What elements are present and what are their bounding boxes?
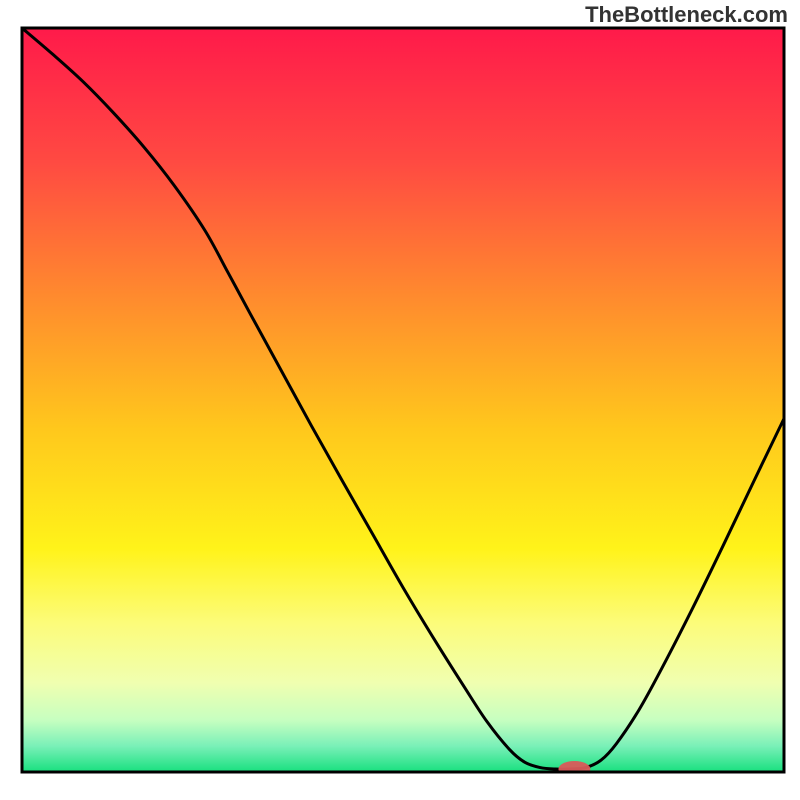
- bottleneck-heatmap-chart: [0, 0, 800, 800]
- chart-container: { "attribution": { "text": "TheBottlenec…: [0, 0, 800, 800]
- optimal-point-marker: [558, 761, 590, 777]
- attribution-text: TheBottleneck.com: [585, 2, 788, 28]
